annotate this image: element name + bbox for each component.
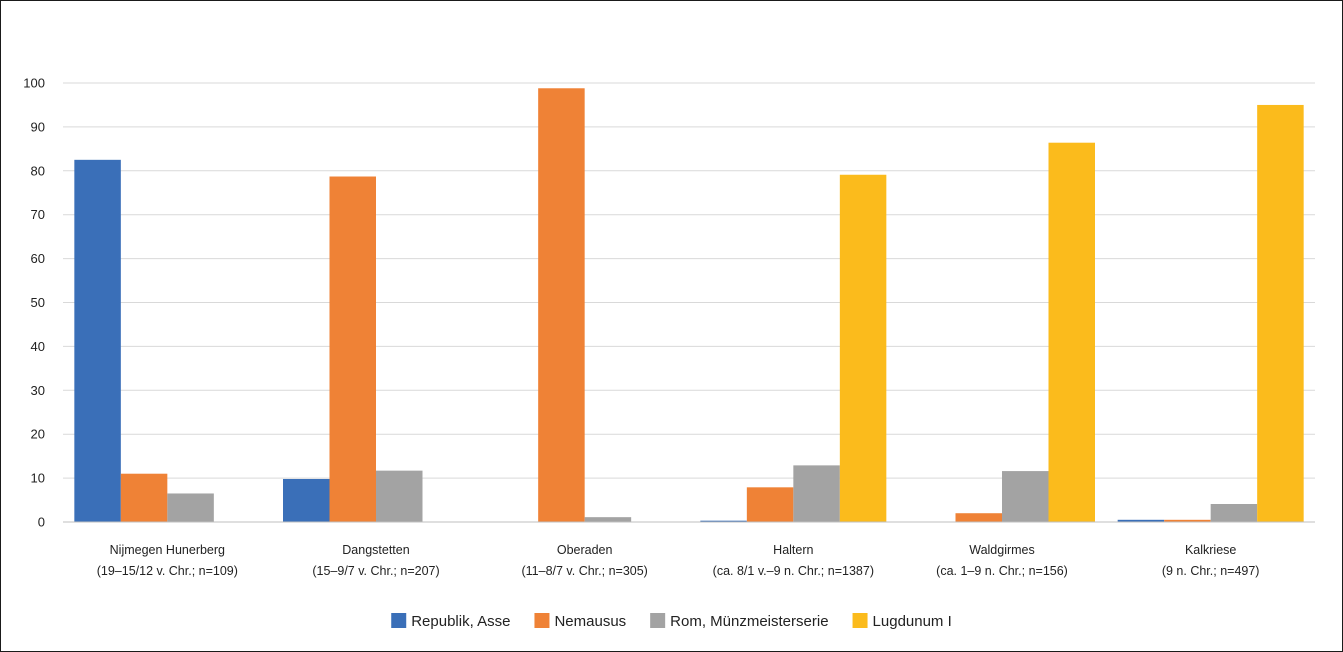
bar	[283, 478, 330, 522]
bar	[329, 176, 376, 522]
bar	[955, 513, 1002, 522]
x-category-label: Nijmegen Hunerberg	[110, 543, 225, 557]
legend-label: Lugdunum I	[873, 613, 952, 630]
y-tick-label: 90	[31, 119, 45, 134]
x-category-detail: (ca. 1–9 n. Chr.; n=156)	[936, 564, 1068, 578]
legend-label: Republik, Asse	[411, 613, 510, 630]
x-category-detail: (ca. 8/1 v.–9 n. Chr.; n=1387)	[713, 564, 874, 578]
y-tick-label: 20	[31, 427, 45, 442]
legend-item: Nemausus	[534, 613, 626, 630]
bar	[1048, 142, 1095, 523]
bars	[74, 88, 1304, 523]
bar	[584, 517, 632, 522]
x-axis-labels: Nijmegen Hunerberg (19–15/12 v. Chr.; n=1…	[97, 543, 1260, 578]
bar	[120, 473, 168, 522]
x-category-label: Oberaden	[557, 543, 613, 557]
bar	[1210, 504, 1258, 522]
y-tick-label: 50	[31, 295, 45, 310]
y-tick-label: 100	[23, 76, 45, 91]
x-category-label: Dangstetten	[342, 543, 409, 557]
bar	[839, 174, 887, 522]
legend-item: Lugdunum I	[852, 613, 952, 630]
y-tick-label: 60	[31, 251, 45, 266]
y-tick-label: 40	[31, 339, 45, 354]
legend-swatch	[534, 613, 550, 628]
bar	[538, 88, 585, 522]
bar	[1002, 471, 1049, 522]
x-category-detail: (15–9/7 v. Chr.; n=207)	[312, 564, 439, 578]
gridlines	[63, 82, 1315, 479]
legend-item: Rom, Münzmeisterserie	[650, 613, 829, 630]
x-category-detail: (11–8/7 v. Chr.; n=305)	[521, 564, 647, 578]
bar	[167, 493, 214, 522]
bar	[1117, 519, 1165, 522]
legend-swatch	[650, 613, 666, 628]
bar	[700, 520, 747, 522]
legend: Republik, Asse Nemausus Rom, Münzmeisterse…	[391, 613, 952, 630]
x-category-label: Haltern	[773, 543, 813, 557]
bar	[74, 159, 121, 522]
y-axis-ticks: 0 10 20 30 40 50 60 70 80 90 100	[23, 76, 45, 530]
y-tick-label: 10	[31, 471, 45, 486]
bar	[746, 487, 794, 522]
x-category-detail: (19–15/12 v. Chr.; n=109)	[97, 564, 238, 578]
y-tick-label: 0	[38, 515, 45, 530]
x-category-label: Kalkriese	[1185, 543, 1236, 557]
legend-label: Rom, Münzmeisterserie	[670, 613, 828, 630]
bar	[1164, 519, 1211, 522]
x-category-label: Waldgirmes	[969, 543, 1035, 557]
legend-swatch	[852, 613, 868, 628]
bar	[1257, 104, 1304, 522]
y-tick-label: 80	[31, 163, 45, 178]
bar	[376, 470, 423, 522]
y-tick-label: 70	[31, 207, 45, 222]
legend-swatch	[391, 613, 407, 628]
y-tick-label: 30	[31, 383, 45, 398]
bar	[793, 465, 840, 522]
x-category-detail: (9 n. Chr.; n=497)	[1162, 564, 1260, 578]
legend-label: Nemausus	[554, 613, 626, 630]
legend-item: Republik, Asse	[391, 613, 510, 630]
